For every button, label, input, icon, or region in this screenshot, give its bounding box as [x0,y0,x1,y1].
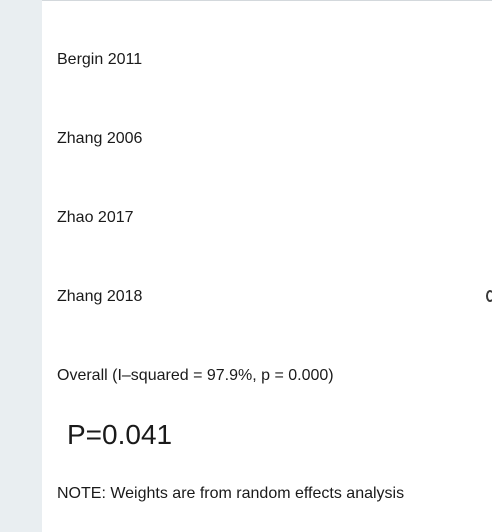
p-value-annotation: P=0.041 [67,419,173,450]
left-margin-strip [0,0,42,532]
study-label-bergin-2011: Bergin 2011 [57,51,143,68]
weights-note: NOTE: Weights are from random effects an… [57,485,405,502]
top-border-line [42,0,492,1]
clipped-marker-icon [486,290,492,302]
study-label-zhang-2006: Zhang 2006 [57,130,143,147]
study-label-zhao-2017: Zhao 2017 [57,209,134,226]
study-label-zhang-2018: Zhang 2018 [57,288,143,305]
overall-label: Overall (I–squared = 97.9%, p = 0.000) [57,367,334,384]
